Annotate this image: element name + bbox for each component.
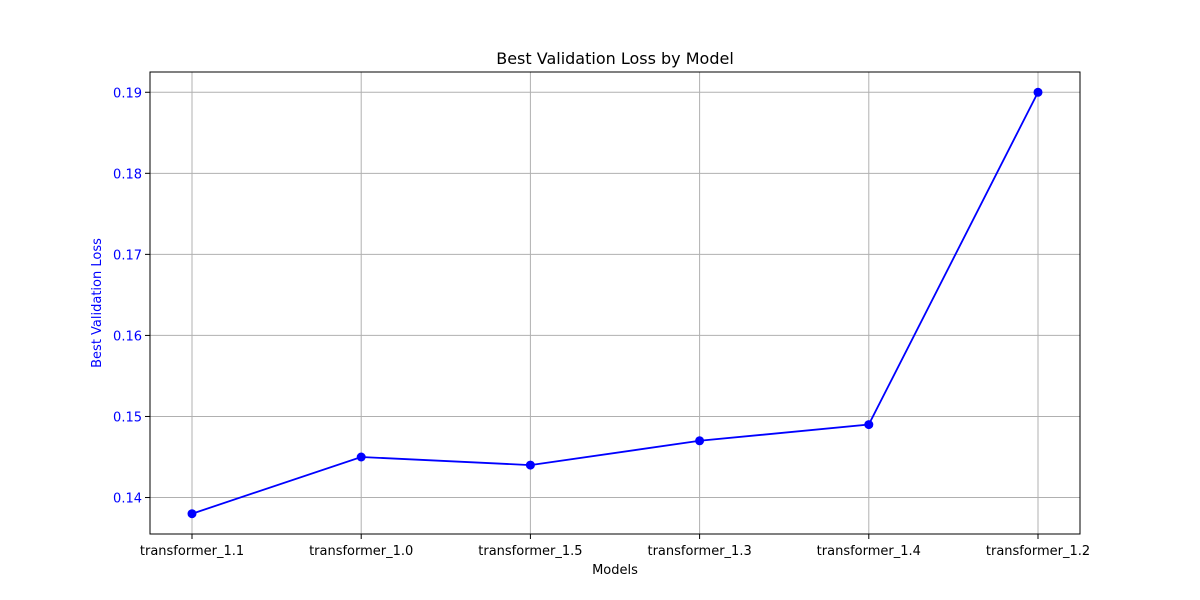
- x-tick-label: transformer_1.4: [817, 544, 921, 559]
- data-point: [695, 436, 705, 446]
- x-axis-label: Models: [592, 563, 638, 578]
- data-point: [525, 460, 535, 470]
- x-tick-label: transformer_1.1: [140, 544, 244, 559]
- x-tick-label: transformer_1.2: [986, 544, 1090, 559]
- y-tick-label: 0.14: [113, 492, 142, 507]
- y-tick-label: 0.18: [113, 167, 142, 182]
- grid: [150, 72, 1080, 534]
- x-ticks: transformer_1.1 transformer_1.0 transforme…: [140, 534, 1090, 559]
- series-line: [191, 91, 1039, 515]
- x-tick-label: transformer_1.3: [647, 544, 751, 559]
- chart-title: Best Validation Loss by Model: [496, 49, 734, 68]
- y-tick-label: 0.15: [113, 410, 142, 425]
- y-axis-label: Best Validation Loss: [90, 238, 105, 368]
- plot-frame: [149, 71, 1081, 535]
- y-ticks: 0.14 0.15 0.16 0.17 0.18 0.19: [113, 86, 150, 507]
- y-tick-label: 0.17: [113, 248, 142, 263]
- x-tick-label: transformer_1.5: [478, 544, 582, 559]
- y-tick-label: 0.19: [113, 86, 142, 101]
- data-point: [356, 452, 366, 462]
- series: [187, 87, 1043, 519]
- data-point: [864, 420, 874, 430]
- x-tick-label: transformer_1.0: [309, 544, 413, 559]
- y-tick-label: 0.16: [113, 329, 142, 344]
- data-point: [1033, 87, 1043, 97]
- data-point: [187, 509, 197, 519]
